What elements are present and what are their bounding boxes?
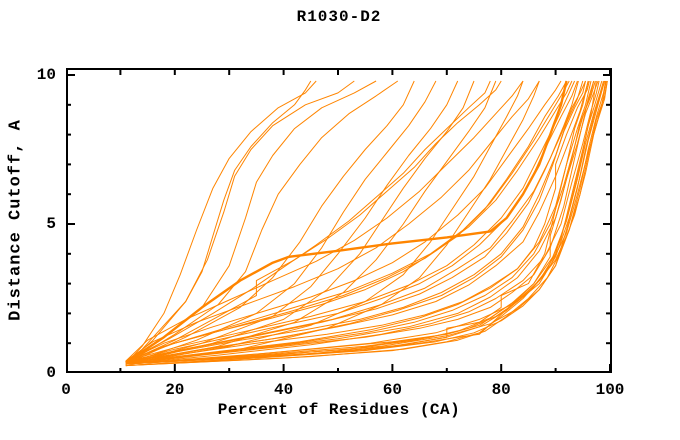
model-curve — [125, 80, 599, 364]
model-curve — [125, 80, 578, 364]
model-curve — [125, 80, 586, 364]
x-tick-label: 20 — [165, 381, 185, 399]
model-curve — [125, 80, 570, 362]
x-axis-title: Percent of Residues (CA) — [217, 401, 461, 419]
y-tick-label: 10 — [36, 66, 56, 84]
y-tick-label: 5 — [46, 215, 56, 233]
model-curve — [125, 80, 312, 365]
model-curve — [125, 80, 562, 362]
model-curve — [125, 80, 540, 365]
model-curve — [125, 80, 415, 365]
x-tick-label: 100 — [595, 381, 625, 399]
model-curve — [125, 80, 497, 365]
x-tick-label: 0 — [61, 381, 71, 399]
model-curve — [125, 80, 579, 362]
chart-title: R1030-D2 — [296, 8, 382, 26]
model-curve — [125, 80, 524, 362]
model-curve — [125, 80, 607, 367]
model-curve — [125, 80, 377, 365]
model-curve — [125, 80, 567, 362]
model-curve — [125, 80, 608, 365]
x-tick-label: 80 — [491, 381, 511, 399]
model-curve — [125, 80, 608, 367]
model-curve — [125, 80, 317, 365]
model-curve — [125, 80, 590, 364]
model-curve — [125, 80, 586, 364]
model-curve — [125, 80, 502, 364]
model-curve — [125, 80, 399, 365]
model-curve — [125, 80, 491, 362]
x-tick-label: 40 — [273, 381, 294, 399]
model-curve — [125, 80, 459, 365]
model-curve — [125, 80, 573, 364]
model-curve — [125, 80, 600, 365]
x-tick-label: 60 — [382, 381, 402, 399]
plot-canvas — [66, 68, 612, 373]
y-tick-label: 0 — [46, 364, 56, 382]
model-curve — [125, 80, 576, 362]
model-curve — [125, 80, 595, 365]
model-curve — [125, 80, 540, 362]
model-curve — [125, 80, 604, 365]
model-curve — [125, 80, 524, 365]
model-curve — [125, 80, 437, 365]
plot-area — [66, 68, 612, 373]
model-curve — [125, 80, 355, 365]
model-curve — [125, 80, 592, 365]
